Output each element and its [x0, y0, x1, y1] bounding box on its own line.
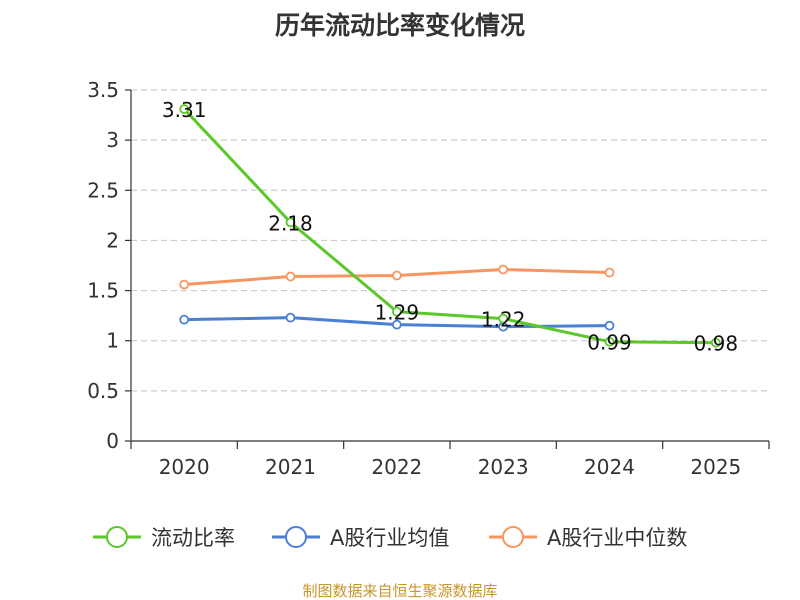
- data-point[interactable]: [710, 337, 721, 348]
- data-point[interactable]: [391, 270, 402, 281]
- data-point[interactable]: [604, 336, 615, 347]
- legend-label: 流动比率: [151, 526, 235, 550]
- x-tick-label: 2024: [584, 455, 635, 479]
- data-label: 2.18: [268, 211, 313, 235]
- legend-item-0[interactable]: 流动比率: [93, 526, 235, 550]
- data-label: 0.98: [694, 332, 739, 356]
- data-point[interactable]: [391, 319, 402, 330]
- legend-label: A股行业均值: [330, 526, 449, 550]
- data-point[interactable]: [179, 279, 190, 290]
- y-tick-label: 2.5: [87, 178, 119, 202]
- x-tick-label: 2020: [159, 455, 210, 479]
- y-tick-label: 0: [106, 429, 119, 453]
- x-tick-label: 2022: [371, 455, 422, 479]
- data-point[interactable]: [498, 264, 509, 275]
- data-label: 0.99: [587, 331, 632, 355]
- x-tick-label: 2021: [265, 455, 316, 479]
- y-tick-label: 1.5: [87, 279, 119, 303]
- legend-item-2[interactable]: A股行业中位数: [489, 526, 687, 550]
- data-label: 1.22: [481, 308, 526, 332]
- data-point[interactable]: [179, 314, 190, 325]
- data-point[interactable]: [604, 320, 615, 331]
- data-point[interactable]: [498, 313, 509, 324]
- legend-marker: [106, 526, 128, 548]
- series-lines: [179, 104, 721, 348]
- grid-lines: [131, 89, 769, 392]
- data-point[interactable]: [285, 312, 296, 323]
- legend-item-1[interactable]: A股行业均值: [272, 526, 449, 550]
- series-line-0: [183, 108, 716, 345]
- y-tick-label: 0.5: [87, 379, 119, 403]
- data-point[interactable]: [391, 306, 402, 317]
- y-tick-label: 2: [106, 228, 119, 252]
- data-point[interactable]: [179, 104, 190, 114]
- data-point[interactable]: [604, 267, 615, 278]
- source-note: 制图数据来自恒生聚源数据库: [302, 582, 497, 600]
- axes: 0 0.5 1 1.5 2 2.5 3 3.5 2020 2021 2022 2023 2024 2025: [87, 78, 770, 479]
- legend-marker: [502, 526, 524, 548]
- x-tick-label: 2023: [478, 455, 529, 479]
- legend[interactable]: 流动比率 A股行业均值 A股行业中位数: [93, 526, 687, 550]
- data-point[interactable]: [285, 217, 296, 228]
- y-tick-label: 1: [106, 329, 119, 353]
- data-label: 1.29: [375, 301, 420, 325]
- legend-label: A股行业中位数: [547, 526, 687, 550]
- y-tick-label: 3.5: [87, 78, 119, 102]
- chart-title: 历年流动比率变化情况: [275, 11, 525, 40]
- legend-marker: [285, 526, 307, 548]
- data-label: 3.31: [162, 98, 207, 122]
- x-tick-label: 2025: [690, 455, 741, 479]
- y-tick-label: 3: [106, 128, 119, 152]
- data-labels: 3.31 2.18 1.29 1.22 0.99 0.98: [162, 98, 738, 356]
- data-point[interactable]: [285, 271, 296, 282]
